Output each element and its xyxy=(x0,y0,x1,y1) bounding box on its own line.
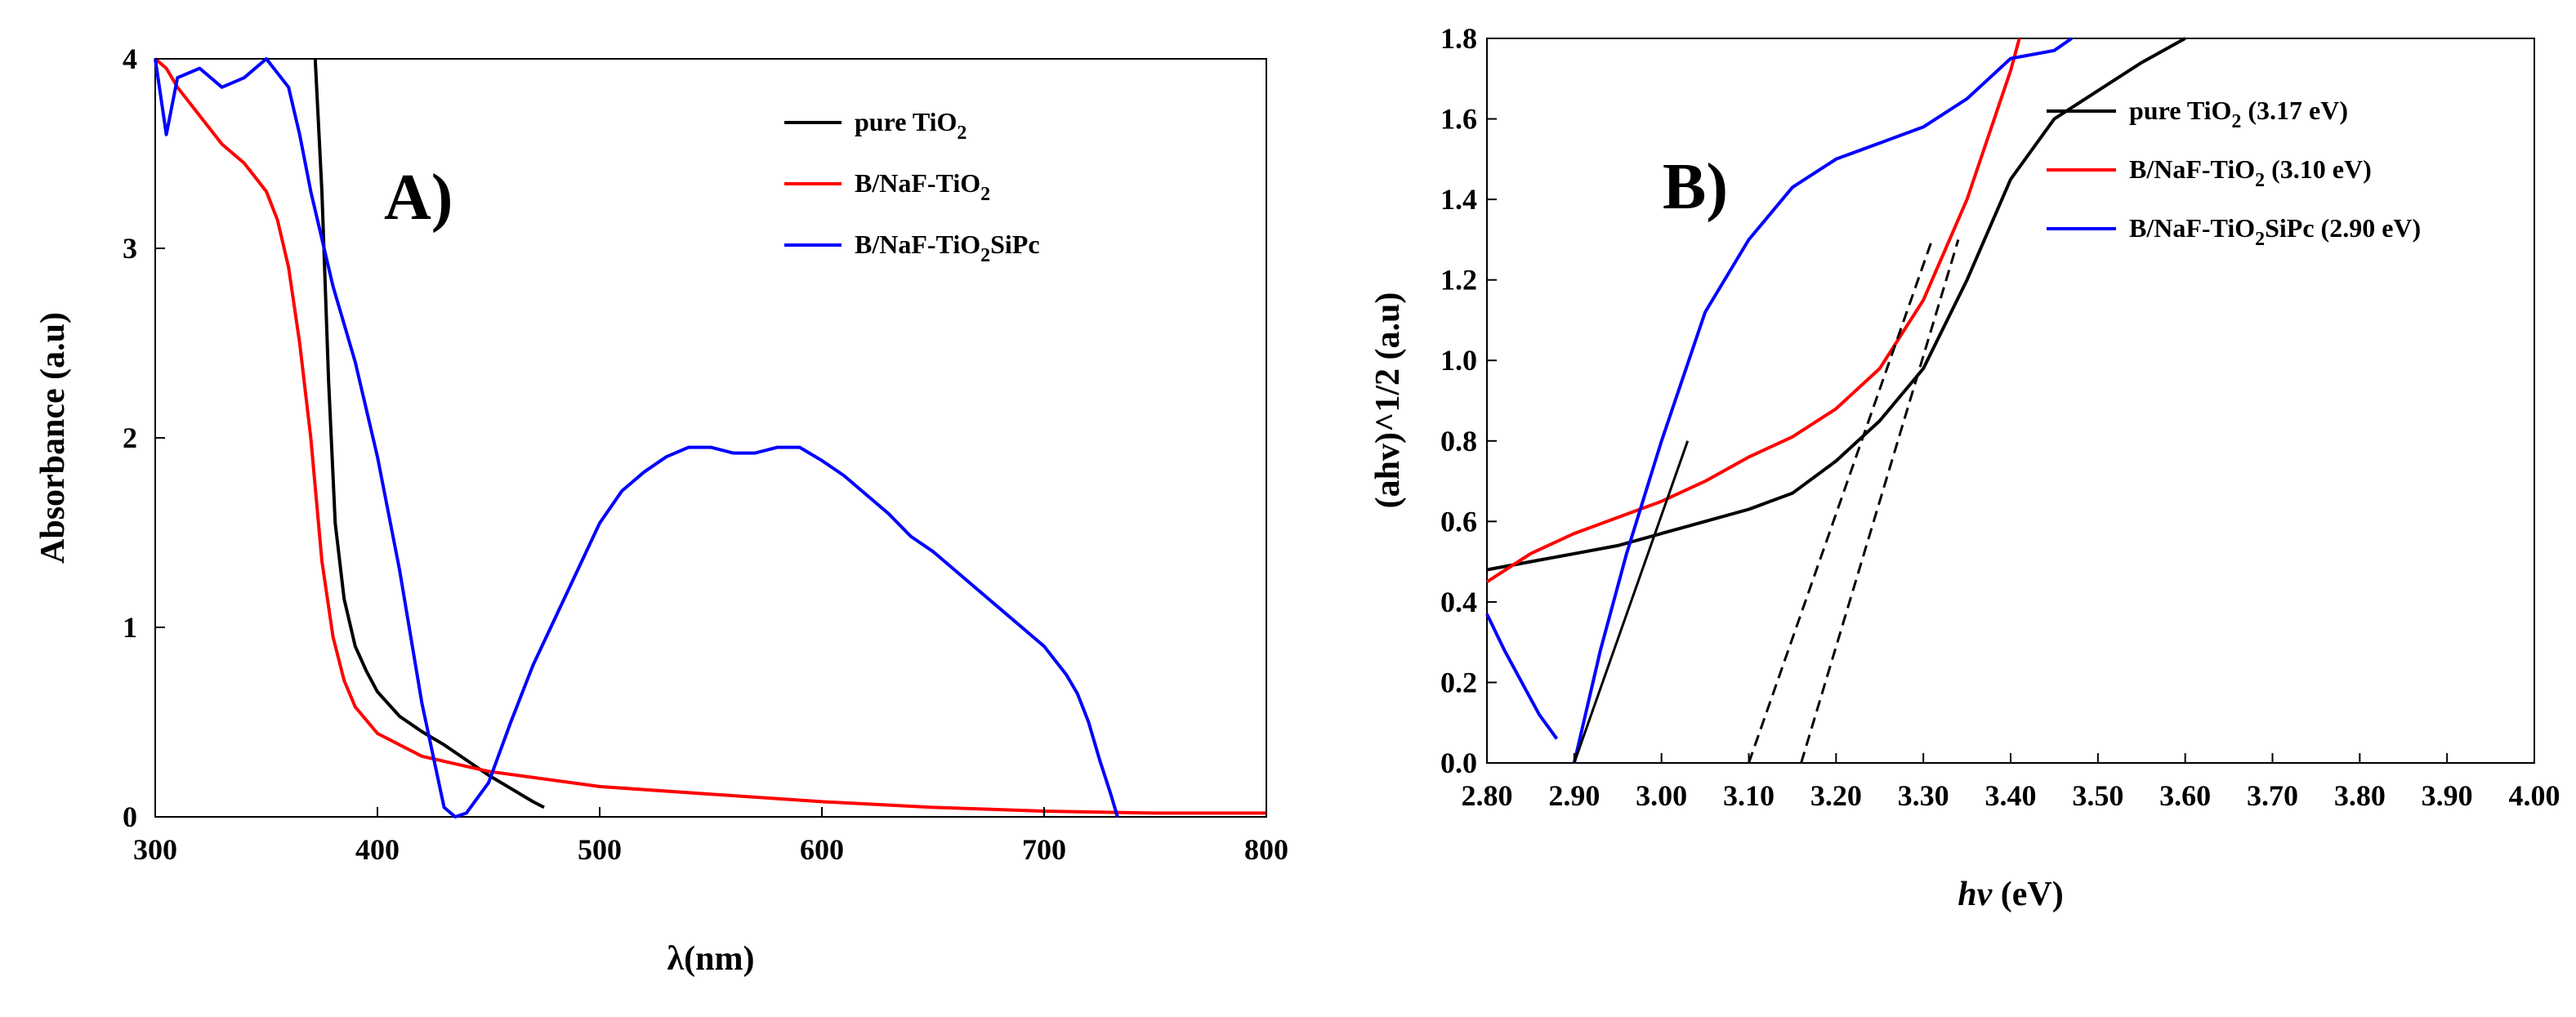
chart-b-ytick-label-1: 0.2 xyxy=(1440,666,1477,698)
chart-a-series-line-0 xyxy=(313,58,545,810)
chart-a-legend-label-base-0: pure TiO xyxy=(855,107,957,136)
chart-b-xtick-label-6: 3.40 xyxy=(1985,779,2037,812)
chart-a-series-line-1 xyxy=(154,57,1266,815)
chart-b-ytick-label-0: 0.0 xyxy=(1440,747,1477,779)
chart-b-xtick-label-9: 3.70 xyxy=(2247,779,2298,812)
chart-b-series-line-4 xyxy=(1573,440,1690,764)
chart-a-xtick-label-0: 300 xyxy=(133,833,177,866)
chart-b-series-line-1 xyxy=(1485,38,2021,583)
chart-b-ytick-label-9: 1.8 xyxy=(1440,22,1477,55)
chart-a-panel-label: A) xyxy=(384,162,453,234)
chart-b-xtick-label-0: 2.80 xyxy=(1462,779,1513,812)
chart-a-series-group xyxy=(154,57,1266,819)
chart-b-ytick-label-7: 1.4 xyxy=(1440,183,1477,216)
chart-a-ytick-label-3: 3 xyxy=(123,232,137,265)
chart-b-xtick-label-5: 3.30 xyxy=(1898,779,1949,812)
chart-a-ytick-label-2: 2 xyxy=(123,422,137,454)
chart-b-legend-label-0: pure TiO2 (3.17 eV) xyxy=(2129,96,2348,132)
chart-b-ytick-label-2: 0.4 xyxy=(1440,586,1477,618)
chart-b-ytick-label-5: 1.0 xyxy=(1440,344,1477,377)
chart-a-legend-label-base-2: B/NaF-TiO xyxy=(855,230,980,259)
chart-a-legend-label-1: B/NaF-TiO2 xyxy=(855,168,990,205)
chart-a-legend-label-0: pure TiO2 xyxy=(855,107,967,144)
chart-a-x-axis-label: λ(nm) xyxy=(667,940,755,978)
chart-b-legend-label-base-0: pure TiO xyxy=(2129,96,2231,125)
chart-a-series-line-2 xyxy=(154,57,1119,819)
chart-b-xtick-label-4: 3.20 xyxy=(1810,779,1862,812)
chart-b-x-axis-label-italic: hv xyxy=(1958,876,1993,913)
chart-b-legend-label-base-2: B/NaF-TiO xyxy=(2129,213,2255,243)
chart-b-plot-frame xyxy=(1486,38,2535,764)
chart-b-ytick-label-4: 0.8 xyxy=(1440,425,1477,457)
chart-b-yticks: 0.0 0.2 0.4 0.6 0.8 1.0 1.2 1.4 1.6 1.8 xyxy=(1440,22,1497,779)
chart-b-legend-label-tail-1: (3.10 eV) xyxy=(2265,154,2372,184)
chart-b-ytick-label-6: 1.2 xyxy=(1440,264,1477,297)
chart-b-legend-label-sub-1: 2 xyxy=(2255,170,2265,191)
chart-b-x-axis-label-rest: (eV) xyxy=(1992,876,2063,913)
chart-a-xtick-label-3: 600 xyxy=(800,833,844,866)
chart-b-xtick-label-11: 3.90 xyxy=(2422,779,2473,812)
chart-b-legend-label-sub-2: 2 xyxy=(2255,229,2265,250)
chart-a-xticks: 300 400 500 600 700 800 xyxy=(133,807,1288,866)
chart-a-legend-label-sub-1: 2 xyxy=(980,184,990,205)
chart-b-ytick-label-3: 0.6 xyxy=(1440,505,1477,537)
chart-b-xtick-label-1: 2.90 xyxy=(1548,779,1600,812)
chart-b-panel-label: B) xyxy=(1663,151,1728,223)
chart-b-xtick-label-10: 3.80 xyxy=(2334,779,2386,812)
chart-b-xtick-label-12: 4.00 xyxy=(2509,779,2560,812)
chart-b-legend-label-base-1: B/NaF-TiO xyxy=(2129,154,2255,184)
chart-b-series-line-5 xyxy=(1748,239,1934,764)
chart-b-xtick-label-3: 3.10 xyxy=(1723,779,1775,812)
chart-a-legend-label-2: B/NaF-TiO2SiPc xyxy=(855,230,1040,266)
chart-b: 2.80 2.90 3.00 3.10 3.20 3.30 3.40 3.50 3.60 3.70… xyxy=(1369,22,2560,913)
chart-a: 300 400 500 600 700 800 0 1 2 3 4 A) λ(nm) Absorb… xyxy=(34,42,1288,978)
chart-b-series-line-0 xyxy=(1486,37,2186,572)
chart-b-x-axis-label: hv (eV) xyxy=(1958,876,2063,913)
chart-b-series-line-3 xyxy=(1572,37,2073,764)
chart-a-xtick-label-5: 800 xyxy=(1244,833,1288,866)
chart-b-xticks: 2.80 2.90 3.00 3.10 3.20 3.30 3.40 3.50 3.60 3.70… xyxy=(1462,753,2560,812)
chart-a-legend-label-sub-2: 2 xyxy=(980,245,990,266)
chart-b-series-line-6 xyxy=(1800,239,1960,764)
chart-b-xtick-label-7: 3.50 xyxy=(2072,779,2123,812)
chart-a-legend-label-base-1: B/NaF-TiO xyxy=(855,168,980,198)
chart-b-legend-label-tail-0: (3.17 eV) xyxy=(2241,96,2348,125)
chart-a-ytick-label-0: 0 xyxy=(123,801,137,833)
chart-a-xtick-label-1: 400 xyxy=(355,833,400,866)
chart-a-y-axis-label: Absorbance (a.u) xyxy=(34,312,72,564)
chart-a-ytick-label-4: 4 xyxy=(123,42,137,75)
chart-a-yticks: 0 1 2 3 4 xyxy=(123,42,165,833)
chart-b-legend-label-tail-2: SiPc (2.90 eV) xyxy=(2265,213,2421,243)
chart-a-legend-label-tail-2: SiPc xyxy=(990,230,1039,259)
chart-b-legend: pure TiO2 (3.17 eV)B/NaF-TiO2 (3.10 eV)B… xyxy=(2047,96,2421,250)
chart-b-series-line-2 xyxy=(1485,613,1559,740)
chart-b-legend-label-1: B/NaF-TiO2 (3.10 eV) xyxy=(2129,154,2372,191)
chart-b-y-axis-label: (ahv)^1/2 (a.u) xyxy=(1369,292,1407,509)
chart-a-xtick-label-2: 500 xyxy=(578,833,622,866)
chart-b-xtick-label-2: 3.00 xyxy=(1636,779,1687,812)
chart-a-legend-label-sub-0: 2 xyxy=(957,123,967,144)
chart-b-series-group xyxy=(1485,37,2186,764)
chart-a-ytick-label-1: 1 xyxy=(123,611,137,644)
chart-b-legend-label-2: B/NaF-TiO2SiPc (2.90 eV) xyxy=(2129,213,2421,250)
chart-b-xtick-label-8: 3.60 xyxy=(2159,779,2211,812)
chart-b-ytick-label-8: 1.6 xyxy=(1440,103,1477,136)
chart-b-legend-label-sub-0: 2 xyxy=(2231,111,2241,132)
chart-a-xtick-label-4: 700 xyxy=(1022,833,1066,866)
